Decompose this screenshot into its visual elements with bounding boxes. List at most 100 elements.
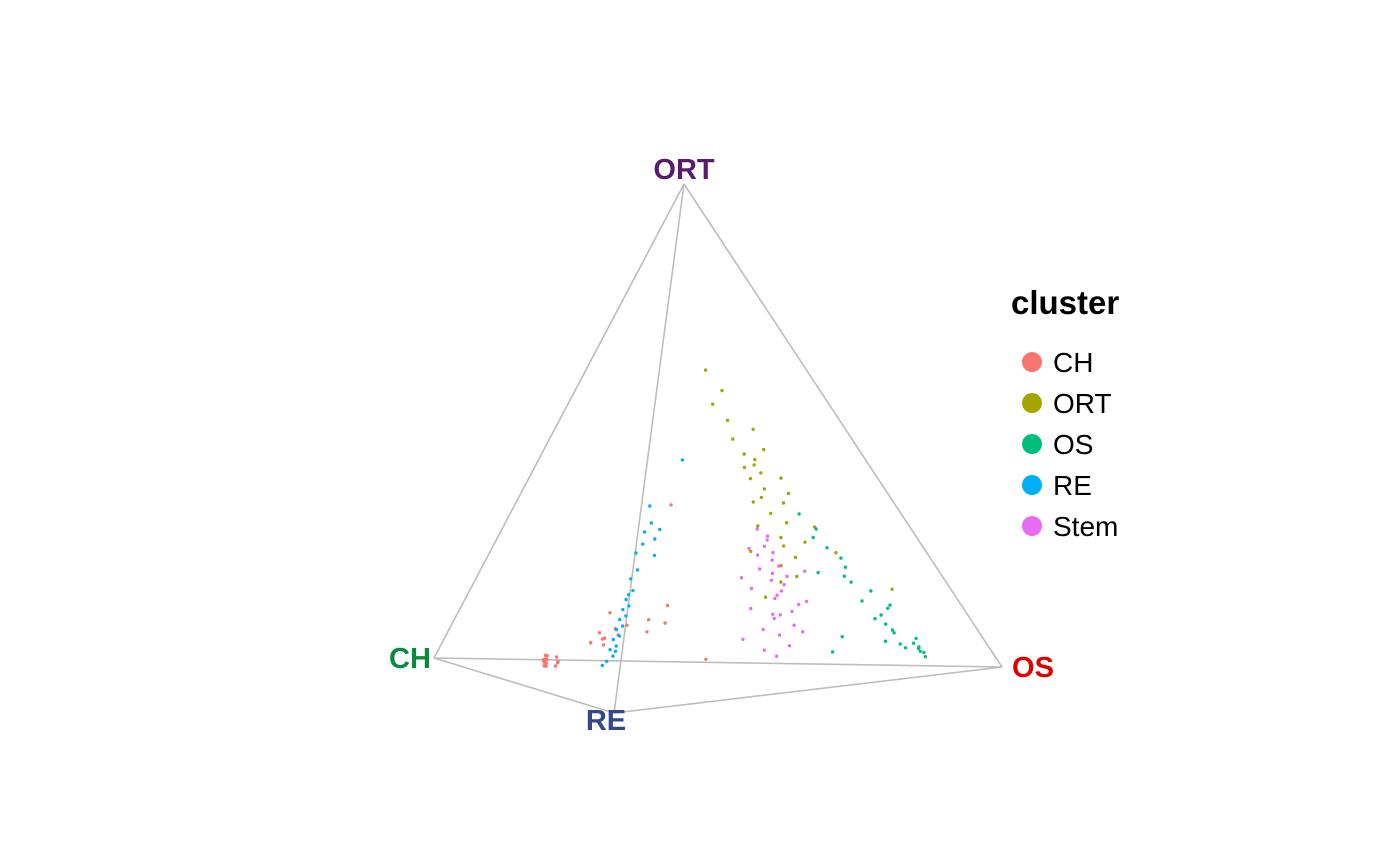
point-os: [886, 606, 890, 610]
point-ort: [762, 447, 766, 452]
legend-label-ort: ORT: [1053, 388, 1112, 419]
point-ort: [769, 511, 773, 516]
point-os: [883, 639, 888, 643]
legend-item-os: OS: [1022, 429, 1093, 460]
edge-ch-os: [433, 657, 1003, 668]
point-os: [888, 603, 892, 607]
point-ort: [779, 476, 783, 480]
point-ch: [665, 603, 670, 608]
point-stem: [749, 606, 753, 611]
point-os: [860, 599, 864, 603]
vertex-label-ch: CH: [389, 643, 431, 675]
point-os: [911, 641, 916, 645]
point-os: [890, 628, 895, 632]
point-re: [626, 593, 631, 597]
point-stem: [770, 558, 774, 562]
point-ch: [589, 641, 593, 645]
point-ort: [890, 587, 894, 591]
point-ort: [751, 500, 755, 504]
legend-title: cluster: [1011, 284, 1119, 321]
point-stem: [749, 586, 754, 591]
point-re: [652, 553, 657, 558]
point-stem: [739, 576, 744, 580]
point-os: [922, 650, 926, 655]
point-stem: [787, 644, 792, 648]
point-re: [613, 649, 618, 653]
point-os: [916, 646, 921, 651]
point-os: [918, 649, 922, 653]
point-os: [849, 580, 853, 584]
legend-item-ch: CH: [1022, 347, 1093, 378]
point-ch: [608, 611, 612, 615]
point-os: [840, 635, 844, 639]
point-ch: [625, 623, 629, 627]
point-re: [604, 659, 609, 663]
point-os: [923, 655, 927, 659]
point-ort: [793, 555, 798, 560]
point-ort: [759, 495, 764, 500]
point-os: [884, 622, 888, 626]
point-ort: [779, 580, 783, 584]
point-re: [624, 614, 628, 618]
point-stem: [755, 527, 759, 531]
point-stem: [769, 578, 774, 582]
point-stem: [758, 567, 762, 571]
point-ort: [725, 418, 730, 423]
point-ch: [543, 661, 547, 665]
vertex-label-re: RE: [586, 705, 626, 737]
point-re: [648, 504, 652, 508]
point-ort: [784, 521, 789, 525]
point-re: [614, 644, 618, 648]
point-stem: [747, 546, 751, 551]
point-stem: [762, 544, 767, 548]
legend-item-ort: ORT: [1022, 388, 1112, 419]
point-os: [830, 650, 835, 654]
point-re: [611, 637, 615, 642]
point-ch: [556, 661, 560, 665]
legend-label-os: OS: [1053, 429, 1093, 460]
point-stem: [801, 630, 805, 634]
point-stem: [778, 613, 782, 617]
legend-label-ch: CH: [1053, 347, 1093, 378]
point-re: [617, 634, 622, 638]
point-ort: [763, 595, 768, 599]
edge-ort-os: [683, 183, 1003, 668]
point-ch: [645, 630, 649, 634]
legend-key-re: [1022, 475, 1042, 495]
edge-ch-re: [433, 657, 615, 714]
point-ch: [541, 658, 545, 662]
point-os: [825, 546, 829, 550]
point-stem: [765, 538, 769, 542]
point-re: [641, 542, 645, 546]
point-stem: [779, 589, 784, 593]
edge-ort-re: [613, 183, 685, 714]
legend-key-os: [1022, 434, 1042, 454]
point-os: [879, 613, 883, 617]
point-re: [658, 527, 662, 532]
point-os: [843, 565, 848, 569]
point-ort: [781, 501, 786, 505]
tetrahedron-edges: [433, 183, 1003, 714]
point-os: [842, 574, 846, 578]
point-os: [898, 642, 902, 646]
point-ort: [742, 465, 747, 470]
legend-item-stem: Stem: [1022, 511, 1118, 542]
point-stem: [772, 616, 776, 621]
point-ort: [720, 388, 724, 393]
point-re: [611, 654, 615, 658]
edge-re-os: [613, 666, 1003, 714]
point-ort: [756, 524, 760, 528]
point-re: [631, 588, 635, 593]
vertex-label-ort: ORT: [653, 154, 715, 186]
point-ort: [703, 368, 708, 372]
point-re: [634, 551, 638, 555]
point-ort: [795, 574, 799, 579]
point-stem: [762, 648, 766, 652]
point-ch: [669, 503, 673, 507]
point-stem: [770, 571, 775, 576]
legend-label-stem: Stem: [1053, 511, 1118, 542]
point-re: [624, 597, 628, 602]
point-os: [814, 527, 818, 531]
point-re: [600, 663, 604, 668]
point-ort: [751, 427, 755, 431]
